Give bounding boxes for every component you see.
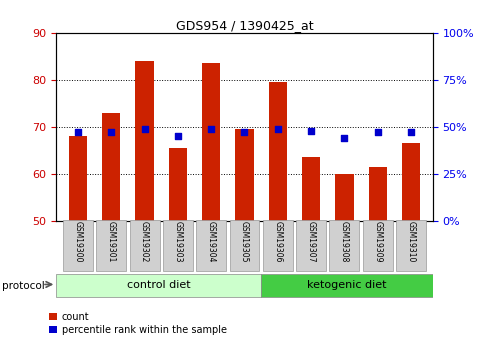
FancyBboxPatch shape: [329, 220, 359, 272]
Bar: [335, 174, 353, 221]
FancyBboxPatch shape: [96, 220, 126, 272]
Legend: count, percentile rank within the sample: count, percentile rank within the sample: [49, 312, 226, 335]
Text: control diet: control diet: [126, 280, 190, 290]
FancyBboxPatch shape: [129, 220, 159, 272]
Text: GSM19310: GSM19310: [406, 221, 415, 263]
Point: [141, 126, 148, 131]
FancyBboxPatch shape: [163, 220, 192, 272]
Point: [240, 130, 248, 135]
Point: [174, 134, 182, 139]
Point: [407, 130, 414, 135]
Text: GSM19301: GSM19301: [106, 221, 116, 263]
Bar: [302, 157, 320, 221]
FancyBboxPatch shape: [395, 220, 425, 272]
Bar: [368, 167, 386, 221]
Bar: [168, 148, 186, 221]
Text: GSM19307: GSM19307: [306, 221, 315, 263]
Point: [273, 126, 281, 131]
Bar: [202, 63, 220, 221]
Text: GSM19305: GSM19305: [240, 221, 248, 263]
FancyBboxPatch shape: [56, 274, 261, 297]
Text: GSM19302: GSM19302: [140, 221, 149, 263]
Bar: [135, 61, 153, 221]
FancyBboxPatch shape: [63, 220, 93, 272]
FancyBboxPatch shape: [229, 220, 259, 272]
FancyBboxPatch shape: [262, 220, 292, 272]
FancyBboxPatch shape: [296, 220, 325, 272]
Point: [107, 130, 115, 135]
Bar: [102, 113, 120, 221]
FancyBboxPatch shape: [362, 220, 392, 272]
Text: protocol: protocol: [2, 281, 45, 290]
Bar: [69, 136, 87, 221]
Text: GSM19308: GSM19308: [339, 221, 348, 263]
FancyBboxPatch shape: [196, 220, 226, 272]
Point: [207, 126, 215, 131]
Text: GSM19303: GSM19303: [173, 221, 182, 263]
Bar: [268, 82, 286, 221]
FancyBboxPatch shape: [261, 274, 432, 297]
Title: GDS954 / 1390425_at: GDS954 / 1390425_at: [175, 19, 313, 32]
Point: [373, 130, 381, 135]
Text: GSM19306: GSM19306: [273, 221, 282, 263]
Text: GSM19300: GSM19300: [73, 221, 82, 263]
Bar: [235, 129, 253, 221]
Text: GSM19304: GSM19304: [206, 221, 215, 263]
Point: [306, 128, 314, 133]
Text: GSM19309: GSM19309: [372, 221, 382, 263]
Bar: [401, 143, 419, 221]
Text: ketogenic diet: ketogenic diet: [306, 280, 386, 290]
Point: [340, 135, 347, 141]
Point: [74, 130, 81, 135]
